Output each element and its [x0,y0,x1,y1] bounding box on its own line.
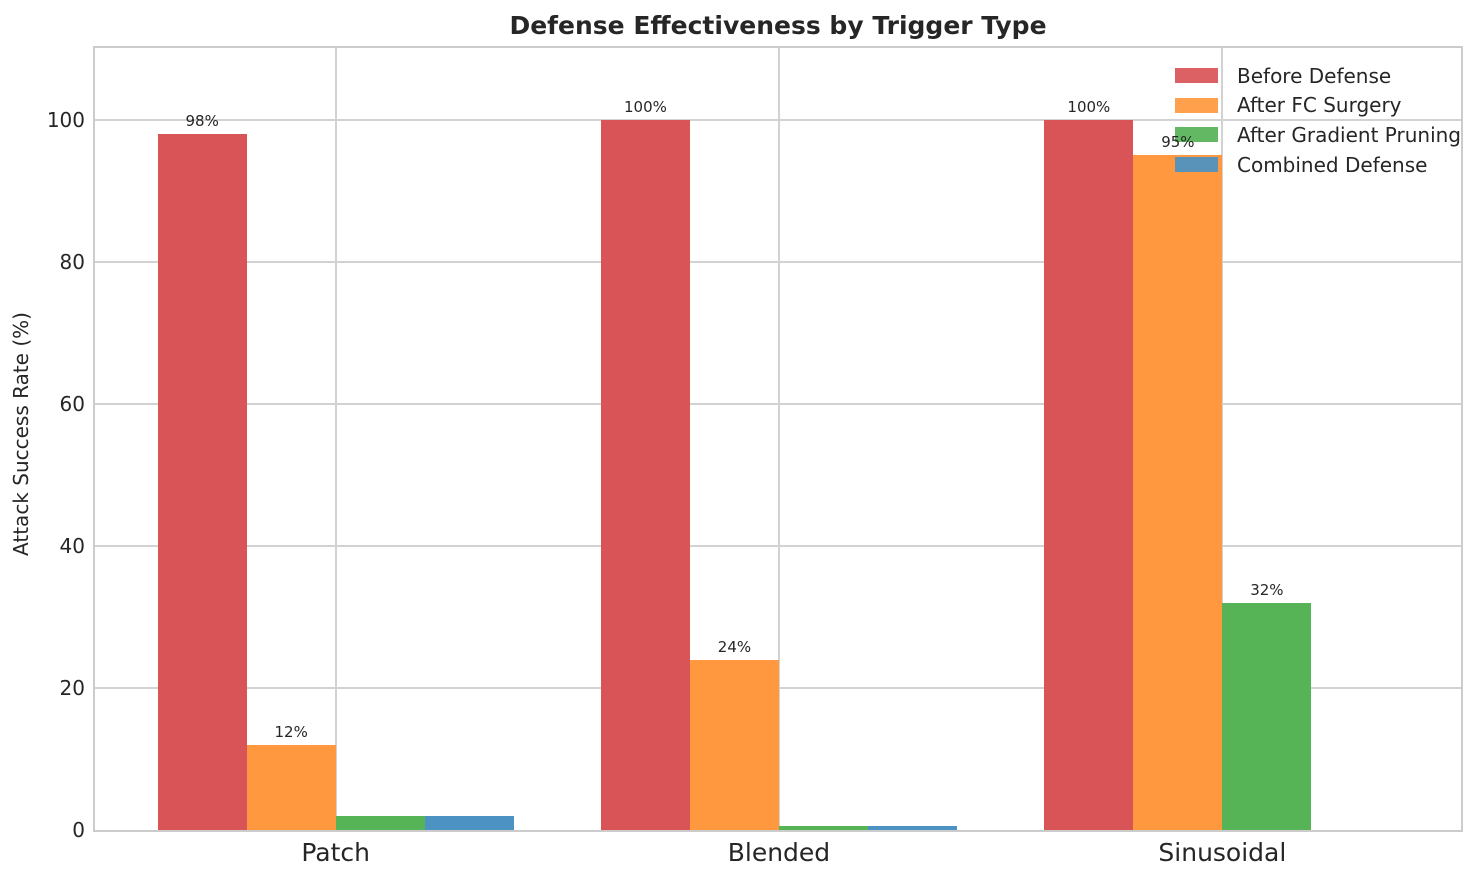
bar-value-label: 12% [274,723,308,741]
y-tick-label: 20 [59,675,85,700]
bar-value-label: 95% [1161,133,1195,151]
y-tick-label: 40 [59,533,85,558]
legend-label: Before Defense [1237,63,1392,88]
v-gridline [334,48,337,830]
bar-sinusoidal-after-gradient-pruning [1222,603,1312,830]
bar-patch-after-fc-surgery [246,745,336,830]
legend-item-combined-defense: Combined Defense [1175,150,1461,180]
legend: Before Defense After FC Surgery After Grad… [1175,61,1461,179]
legend-swatch-icon [1175,157,1218,173]
bar-patch-combined-defense [424,816,514,830]
y-tick-label: 80 [59,249,85,274]
v-gridline [1221,48,1224,830]
bar-value-label: 100% [624,98,667,116]
y-tick-label: 0 [72,818,85,842]
x-tick-label-sinusoidal: Sinusoidal [1158,838,1287,867]
legend-label: After FC Surgery [1237,93,1402,118]
bar-sinusoidal-before-defense [1044,120,1134,830]
bar-value-label: 98% [185,112,219,130]
bar-patch-before-defense [157,134,247,830]
v-gridline [777,48,780,830]
legend-swatch-icon [1175,97,1218,113]
x-tick-label-blended: Blended [727,838,831,867]
legend-item-before-defense: Before Defense [1175,61,1461,91]
legend-swatch-icon [1175,68,1218,84]
x-tick-label-patch: Patch [301,838,371,867]
y-axis-label: Attack Success Rate (%) [9,312,33,556]
legend-swatch-icon [1175,127,1218,143]
bar-blended-after-fc-surgery [689,660,779,830]
y-tick-label: 60 [59,391,85,416]
bar-blended-before-defense [600,120,690,830]
bar-value-label: 24% [717,638,752,656]
bar-blended-after-gradient-pruning [778,826,868,830]
legend-item-after-fc-surgery: After FC Surgery [1175,91,1461,121]
bar-value-label: 32% [1250,581,1284,599]
bar-sinusoidal-after-fc-surgery [1133,155,1223,830]
chart-title: Defense Effectiveness by Trigger Type [509,11,1047,40]
legend-item-after-gradient-pruning: After Gradient Pruning [1175,120,1461,150]
legend-label: After Gradient Pruning [1237,122,1462,147]
bar-value-label: 100% [1067,98,1111,116]
bar-blended-combined-defense [867,826,957,830]
legend-label: Combined Defense [1237,152,1428,177]
y-tick-label: 100 [46,107,85,132]
plot-area: 98% 100% 100% 12% 24% 95% 32% [93,46,1463,832]
bar-patch-after-gradient-pruning [335,816,425,830]
